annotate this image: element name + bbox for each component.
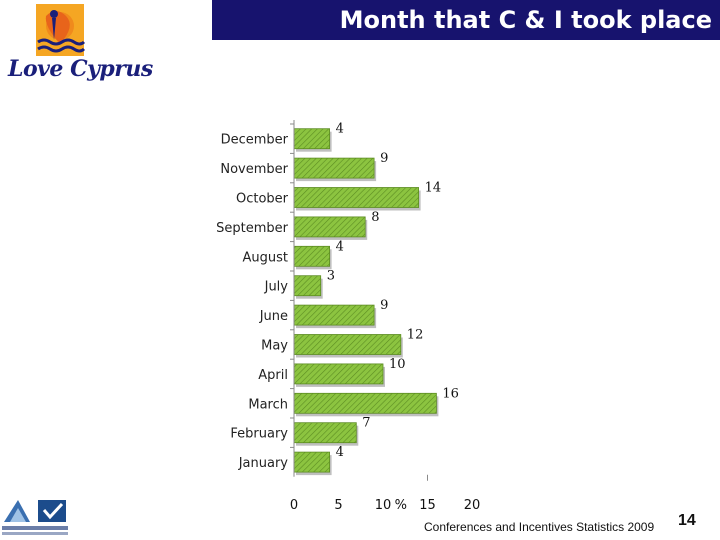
- value-label: 4: [336, 122, 344, 137]
- bar-august: [293, 245, 330, 267]
- bar-november: [293, 157, 375, 179]
- category-label: July: [264, 280, 289, 295]
- category-label: October: [236, 192, 289, 207]
- category-label: February: [230, 427, 288, 442]
- x-tick-label: 15: [419, 498, 436, 510]
- x-axis-unit: %: [395, 498, 407, 510]
- value-label: 16: [442, 386, 459, 401]
- bar-april: [293, 363, 384, 385]
- love-cyprus-logo: [36, 4, 86, 56]
- category-label: September: [216, 221, 289, 236]
- bar-september: [293, 216, 366, 238]
- category-label: November: [220, 162, 288, 177]
- bar-may: [293, 334, 402, 355]
- value-label: 8: [371, 210, 379, 225]
- bar-june: [293, 304, 375, 326]
- value-label: 14: [425, 181, 442, 196]
- bar-december: [293, 128, 330, 150]
- footer-source: Conferences and Incentives Statistics 20…: [424, 520, 655, 534]
- bar-october: [293, 187, 419, 208]
- value-label: 3: [327, 269, 335, 284]
- category-label: April: [258, 368, 288, 383]
- category-label: January: [238, 456, 289, 471]
- sun-figure-icon: [36, 4, 86, 56]
- logo-text: Love Cyprus: [8, 56, 153, 82]
- bar-february: [293, 422, 357, 444]
- bar-march: [293, 392, 437, 414]
- value-label: 4: [336, 239, 344, 254]
- category-label: May: [261, 339, 288, 354]
- month-bar-chart: December November October September August Ju…: [216, 120, 481, 510]
- slide-title: Month that C & I took place: [212, 0, 720, 40]
- x-tick-label: 0: [290, 498, 298, 510]
- category-label: August: [243, 250, 289, 265]
- category-label: March: [248, 397, 288, 412]
- category-label: December: [221, 133, 289, 148]
- value-label: 9: [380, 151, 388, 166]
- value-label: 4: [336, 445, 344, 460]
- page-number: 14: [678, 512, 696, 529]
- bar-january: [293, 451, 330, 473]
- x-tick-label: 10: [375, 498, 392, 510]
- certification-logo: [2, 500, 68, 535]
- x-tick-label: 20: [464, 498, 481, 510]
- value-label: 9: [380, 298, 388, 313]
- value-label: 7: [362, 416, 370, 431]
- category-label: June: [259, 309, 288, 324]
- value-label: 12: [407, 328, 424, 343]
- x-tick-label: 5: [334, 498, 342, 510]
- value-label: 10: [389, 357, 406, 372]
- bar-july: [293, 275, 322, 297]
